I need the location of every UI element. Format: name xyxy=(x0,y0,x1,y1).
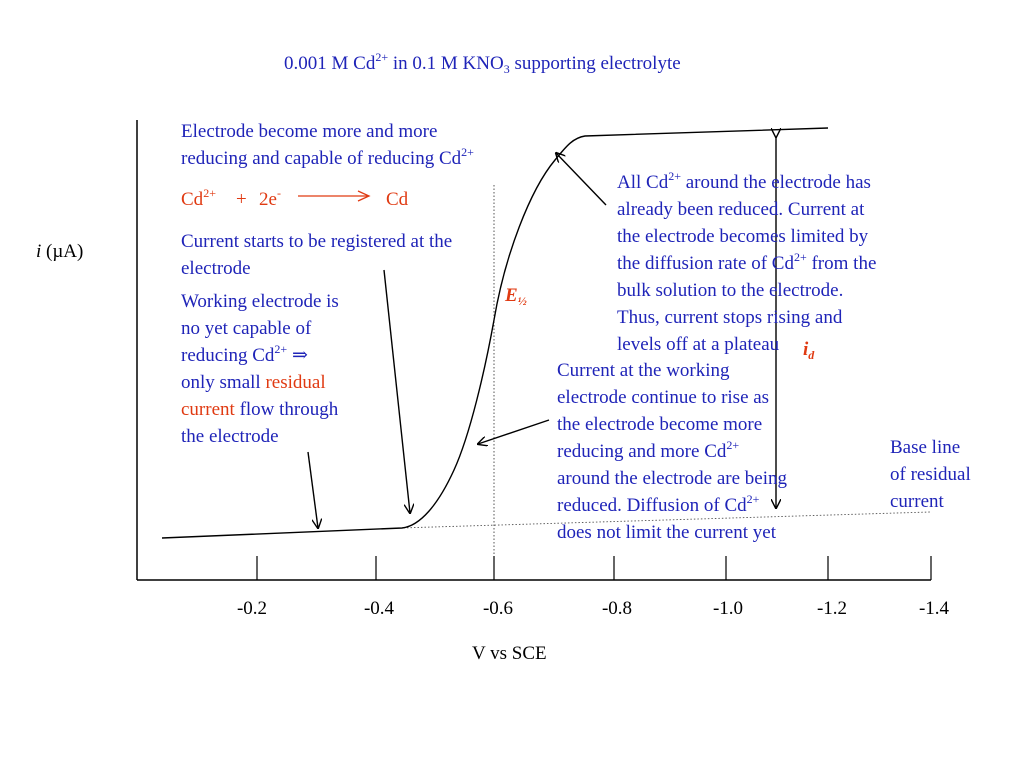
reaction-reactant: Cd2+ xyxy=(181,186,216,210)
e-half-label: E½ xyxy=(505,285,527,308)
annotation-reducing: Electrode become more and more reducing … xyxy=(181,121,474,169)
x-axis-label: V vs SCE xyxy=(472,643,547,664)
x-tick-label: -0.8 xyxy=(601,598,633,619)
x-tick-label: -0.6 xyxy=(482,598,514,619)
annotation-all-reduced: All Cd2+ around the electrode has alread… xyxy=(617,169,877,355)
arrow-all-reduced xyxy=(556,153,607,206)
chart-title: 0.001 M Cd2+ in 0.1 M KNO3 supporting el… xyxy=(284,50,681,76)
reaction-plus: + xyxy=(236,189,247,210)
arrow-rising xyxy=(478,419,550,444)
x-tick-label: -0.2 xyxy=(236,598,268,619)
annotation-current-starts: Current starts to be registered at the e… xyxy=(181,231,453,279)
x-tick-label: -0.4 xyxy=(363,598,395,619)
arrow-residual xyxy=(307,451,318,528)
annotation-working-electrode: Working electrode is no yet capable of r… xyxy=(181,291,339,447)
annotation-baseline: Base line of residual current xyxy=(890,437,971,512)
baseline-extrapolation xyxy=(399,511,931,529)
annotation-current-rising: Current at the working electrode continu… xyxy=(557,360,787,543)
x-tick-marks xyxy=(256,556,932,580)
reaction-electrons: 2e- xyxy=(259,186,281,210)
x-tick-label: -1.0 xyxy=(712,598,744,619)
x-tick-label: -1.4 xyxy=(918,598,950,619)
id-label: id xyxy=(803,339,815,362)
y-axis-label: i (µA) xyxy=(36,241,84,262)
arrow-starts xyxy=(383,269,410,513)
x-tick-label: -1.2 xyxy=(816,598,848,619)
reaction-product: Cd xyxy=(386,189,409,210)
